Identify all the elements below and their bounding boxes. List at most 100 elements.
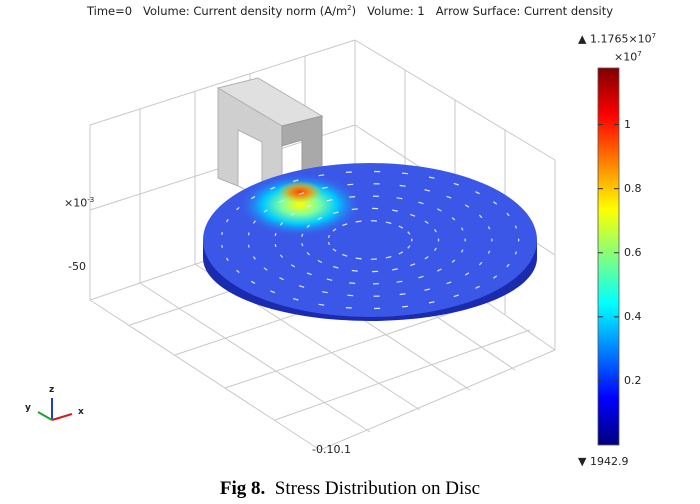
caption-label: Fig 8.	[219, 478, 266, 499]
current-arrow	[446, 281, 452, 285]
current-arrow	[290, 264, 296, 268]
current-arrow	[279, 222, 284, 226]
current-arrow	[306, 204, 312, 208]
current-arrow	[247, 232, 250, 236]
current-arrow	[493, 275, 498, 279]
colorbar-tick-marks	[598, 124, 619, 382]
current-arrow	[410, 263, 416, 267]
current-arrow	[250, 280, 256, 285]
colorbar-tick-label: 0.4	[624, 309, 642, 323]
triad-z-label: z	[49, 385, 55, 395]
current-arrow	[407, 231, 411, 235]
current-arrow	[385, 221, 392, 224]
current-arrow	[306, 272, 312, 276]
current-arrow	[434, 229, 437, 233]
current-arrow	[298, 285, 305, 288]
colorbar-min-label: ▼ 1942.9	[578, 455, 629, 468]
current-arrow	[437, 208, 442, 212]
z-tick-label: -50	[68, 260, 86, 273]
volume-label-close: )	[351, 4, 357, 18]
current-arrow	[424, 220, 429, 224]
volume-number: Volume: 1	[367, 4, 425, 18]
current-arrow	[418, 275, 424, 279]
current-arrow	[347, 183, 354, 186]
current-arrow	[349, 196, 356, 198]
current-arrow	[306, 251, 311, 256]
colorbar	[597, 67, 620, 446]
colorbar-scale-label: ×107	[614, 50, 642, 64]
colorbar-bar	[597, 67, 620, 446]
current-arrow	[396, 197, 403, 200]
current-arrow	[318, 174, 325, 177]
volume-unit-exponent: 2	[347, 4, 352, 13]
current-arrow	[263, 209, 268, 213]
current-arrow	[253, 220, 256, 224]
current-arrow	[475, 285, 480, 289]
current-arrow	[342, 253, 348, 257]
current-arrow	[453, 294, 459, 298]
current-arrow	[399, 184, 406, 187]
current-arrow	[396, 280, 403, 283]
current-arrow	[475, 191, 480, 195]
current-arrow	[321, 186, 328, 189]
current-arrow	[236, 206, 240, 211]
figure-caption: Fig 8. Stress Distribution on Disc	[0, 478, 700, 500]
current-arrow	[306, 224, 311, 229]
current-arrow	[460, 249, 464, 253]
current-arrow	[327, 234, 331, 239]
current-hotspot	[238, 173, 362, 237]
current-arrow	[317, 259, 323, 264]
current-arrow	[434, 247, 437, 251]
colorbar-max-label: ▲ 1.1765×107	[578, 32, 657, 46]
current-arrow	[428, 176, 435, 179]
current-arrow	[392, 209, 398, 212]
current-arrows	[221, 170, 520, 310]
current-arrow	[327, 241, 331, 246]
current-arrow	[453, 182, 459, 186]
current-arrow	[290, 212, 296, 216]
current-arrow	[347, 294, 354, 297]
current-arrow	[270, 290, 276, 294]
current-arrow	[225, 218, 229, 223]
current-arrow	[402, 305, 409, 308]
current-arrow	[493, 201, 498, 205]
current-arrow	[514, 251, 518, 255]
current-arrow	[487, 226, 491, 230]
axis-triad	[37, 398, 73, 421]
current-arrow	[221, 244, 223, 249]
time-label: Time=0	[86, 4, 133, 18]
current-arrow	[301, 233, 304, 237]
current-arrow	[392, 268, 398, 271]
current-arrow	[407, 245, 411, 249]
current-arrow	[385, 256, 392, 259]
current-arrow	[351, 269, 358, 272]
current-arrow	[424, 288, 430, 291]
current-arrow	[333, 211, 339, 214]
current-arrow	[398, 225, 404, 229]
current-arrow	[333, 266, 339, 269]
current-peak	[278, 181, 322, 203]
current-arrow	[342, 223, 348, 227]
current-arrow	[301, 243, 304, 247]
colorbar-tick-label: 1	[624, 117, 631, 131]
current-arrow	[451, 217, 456, 221]
current-arrow	[451, 259, 456, 263]
current-arrow	[332, 228, 337, 232]
arrow-surface-label: Arrow Surface: Current density	[435, 4, 614, 18]
current-arrow	[253, 256, 256, 260]
current-arrow	[446, 195, 452, 199]
conductive-disc	[203, 163, 537, 321]
current-arrow	[428, 301, 435, 304]
current-arrow	[279, 199, 284, 203]
current-arrow	[263, 267, 268, 271]
triad-x-label: x	[78, 407, 84, 417]
current-arrow	[418, 201, 424, 205]
current-arrow	[292, 298, 299, 301]
current-arrow	[274, 243, 277, 248]
current-arrow	[398, 251, 404, 255]
current-arrow	[506, 212, 510, 217]
current-arrow	[410, 213, 416, 217]
current-arrow	[221, 231, 223, 236]
current-arrow	[292, 179, 299, 182]
